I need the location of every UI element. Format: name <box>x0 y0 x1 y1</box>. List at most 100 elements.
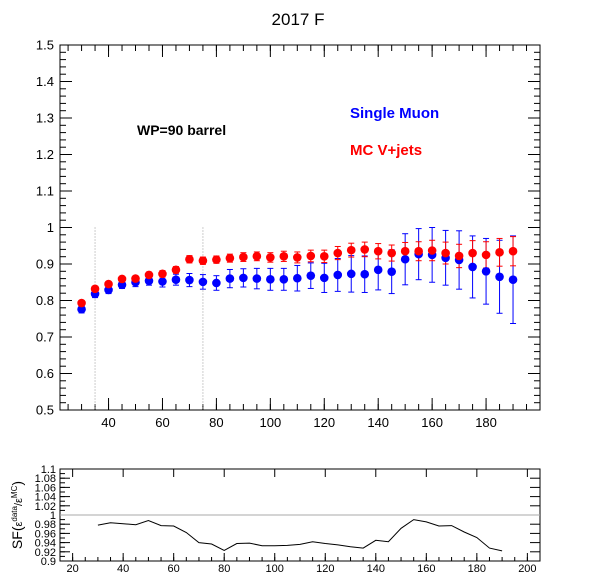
data-point-single-muon <box>373 265 383 275</box>
x-tick-label: 100 <box>259 415 281 430</box>
data-point-mc-vjets <box>185 254 194 264</box>
ratio-y-tick-label: 0.96 <box>35 528 56 540</box>
x-tick-label: 120 <box>313 415 335 430</box>
y-tick-label: 1.4 <box>36 74 54 89</box>
y-tick-label: 0.9 <box>36 257 54 272</box>
data-point-mc-vjets <box>104 279 113 289</box>
y-tick-label: 1.1 <box>36 184 54 199</box>
data-point-single-muon <box>360 269 370 279</box>
data-point-mc-vjets <box>77 298 86 308</box>
chart-title: 2017 F <box>272 10 325 29</box>
data-point-mc-vjets <box>495 248 504 257</box>
data-point-single-muon <box>171 275 181 284</box>
ratio-ylabel-num-sup: data <box>10 505 19 521</box>
ratio-x-tick-label: 200 <box>518 563 536 572</box>
data-point-mc-vjets <box>306 251 316 261</box>
data-point-single-muon <box>279 275 289 284</box>
ratio-y-tick-label: 1.08 <box>35 473 56 485</box>
y-tick-label: 0.8 <box>36 293 54 308</box>
data-point-single-muon <box>158 277 167 286</box>
x-tick-label: 40 <box>101 415 115 430</box>
data-point-single-muon <box>495 272 504 282</box>
y-tick-label: 1.2 <box>36 147 54 162</box>
data-point-mc-vjets <box>131 274 140 283</box>
ratio-plot-line <box>60 514 540 552</box>
data-point-single-muon <box>198 277 208 287</box>
data-point-mc-vjets <box>481 250 491 260</box>
ratio-x-tick-label: 40 <box>117 563 129 572</box>
x-tick-label: 160 <box>421 415 443 430</box>
data-point-mc-vjets <box>198 256 208 266</box>
data-point-mc-vjets <box>144 270 154 280</box>
legend-single-muon: Single Muon <box>350 105 439 122</box>
ratio-y-tick-label: 0.92 <box>35 547 56 559</box>
data-point-single-muon <box>333 270 343 280</box>
data-point-mc-vjets <box>508 246 518 256</box>
y-tick-label: 0.6 <box>36 366 54 381</box>
ratio-y-tick-label: 1.06 <box>35 482 56 494</box>
ratio-y-tick-label: 0.94 <box>35 538 56 550</box>
y-tick-label: 1.3 <box>36 111 54 126</box>
ratio-x-tick-label: 80 <box>218 563 230 572</box>
data-point-mc-vjets <box>252 252 262 261</box>
data-point-mc-vjets <box>279 252 289 261</box>
main-plot-points <box>77 245 518 314</box>
data-point-single-muon <box>306 271 316 280</box>
data-point-mc-vjets <box>387 248 396 258</box>
data-point-mc-vjets <box>239 252 248 262</box>
data-point-single-muon <box>293 273 302 283</box>
data-point-single-muon <box>212 278 221 288</box>
data-point-mc-vjets <box>117 274 127 284</box>
y-tick-label: 0.5 <box>36 403 54 418</box>
data-point-mc-vjets <box>212 255 221 264</box>
data-point-mc-vjets <box>266 253 275 262</box>
x-tick-label: 180 <box>475 415 497 430</box>
x-tick-label: 80 <box>209 415 223 430</box>
data-point-mc-vjets <box>400 246 410 256</box>
data-point-mc-vjets <box>427 246 437 255</box>
data-point-mc-vjets <box>468 248 477 258</box>
data-point-mc-vjets <box>90 284 100 294</box>
y-tick-label: 1 <box>47 220 54 235</box>
data-point-single-muon <box>387 267 396 276</box>
ratio-x-tick-label: 140 <box>367 563 385 572</box>
data-point-mc-vjets <box>333 248 343 258</box>
y-tick-label: 0.7 <box>36 330 54 345</box>
data-point-single-muon <box>481 267 491 276</box>
data-point-single-muon <box>266 275 275 284</box>
ratio-ylabel-num: ε <box>13 522 25 527</box>
data-point-mc-vjets <box>373 246 383 256</box>
ratio-x-tick-label: 120 <box>316 563 334 572</box>
x-tick-label: 140 <box>367 415 389 430</box>
data-point-single-muon <box>225 274 235 283</box>
ratio-x-tick-label: 100 <box>266 563 284 572</box>
data-point-single-muon <box>77 304 86 314</box>
data-point-mc-vjets <box>225 253 235 263</box>
main-plot-frame <box>59 44 541 411</box>
ratio-series-line <box>97 519 503 552</box>
data-point-single-muon <box>508 275 518 284</box>
data-point-mc-vjets <box>346 245 356 255</box>
y-tick-label: 1.5 <box>36 38 54 53</box>
ratio-x-tick-label: 60 <box>168 563 180 572</box>
data-point-mc-vjets <box>158 269 167 279</box>
data-point-single-muon <box>400 254 410 264</box>
ratio-y-tick-label: 1.02 <box>35 501 56 513</box>
data-point-single-muon <box>185 275 194 285</box>
ratio-y-tick-label: 1.1 <box>41 464 56 476</box>
ratio-x-tick-label: 20 <box>67 563 79 572</box>
data-point-mc-vjets <box>293 253 302 262</box>
data-point-single-muon <box>346 269 356 279</box>
ratio-x-tick-label: 160 <box>417 563 435 572</box>
ratio-y-tick-label: 1 <box>50 510 56 522</box>
data-point-single-muon <box>468 262 477 272</box>
x-tick-label: 60 <box>155 415 169 430</box>
ratio-ylabel-sf: SF <box>9 531 25 549</box>
data-point-mc-vjets <box>171 265 181 275</box>
data-point-mc-vjets <box>441 248 450 258</box>
main-plot-reference-lines <box>94 227 204 410</box>
svg-text:SF(εdata/εMC): SF(εdata/εMC) <box>9 481 25 549</box>
data-point-mc-vjets <box>454 251 464 261</box>
